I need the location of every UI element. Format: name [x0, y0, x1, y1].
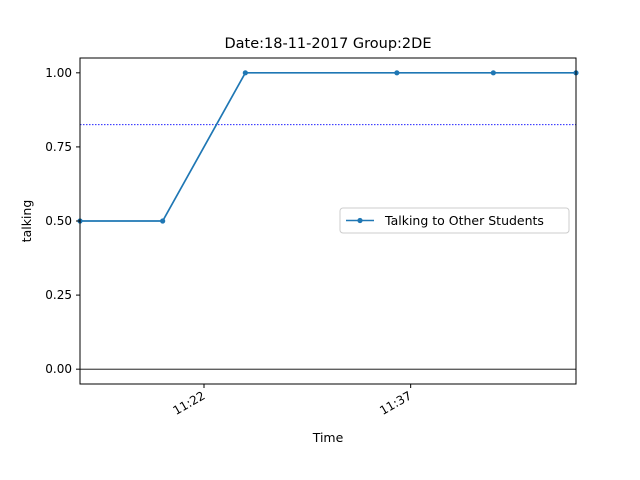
chart-title: Date:18-11-2017 Group:2DE: [224, 36, 431, 52]
data-point: [490, 70, 496, 76]
y-axis-label: talking: [19, 200, 34, 243]
legend-marker: [357, 217, 363, 224]
series-line: [80, 71, 576, 222]
reference-lines: [80, 124, 576, 370]
legend: Talking to Other Students: [339, 207, 570, 234]
legend-label: Talking to Other Students: [384, 213, 544, 228]
y-tick-label: 0.50: [45, 214, 72, 228]
y-tick-label: 0.75: [45, 140, 72, 154]
y-tick-label: 0.25: [45, 288, 72, 302]
legend-box: [339, 207, 570, 234]
y-axis-ticks: 0.00 0.25 0.50 0.75 1.00: [45, 66, 80, 376]
y-tick-label: 1.00: [45, 66, 72, 80]
data-point: [242, 70, 248, 76]
x-axis-label: Time: [312, 430, 344, 445]
data-point: [160, 218, 166, 224]
y-tick-label: 0.00: [45, 362, 72, 376]
data-point: [394, 70, 400, 76]
